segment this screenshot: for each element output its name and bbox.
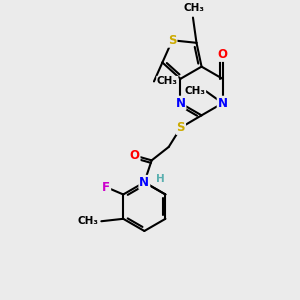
Text: H: H (156, 174, 164, 184)
Text: CH₃: CH₃ (157, 76, 178, 86)
Text: CH₃: CH₃ (184, 3, 205, 13)
Text: CH₃: CH₃ (77, 216, 98, 226)
Text: F: F (102, 181, 110, 194)
Text: O: O (218, 48, 228, 61)
Text: S: S (168, 34, 176, 47)
Text: S: S (177, 121, 185, 134)
Text: N: N (139, 176, 149, 189)
Text: CH₃: CH₃ (184, 86, 206, 96)
Text: O: O (130, 149, 140, 162)
Text: N: N (218, 97, 228, 110)
Text: N: N (176, 97, 185, 110)
